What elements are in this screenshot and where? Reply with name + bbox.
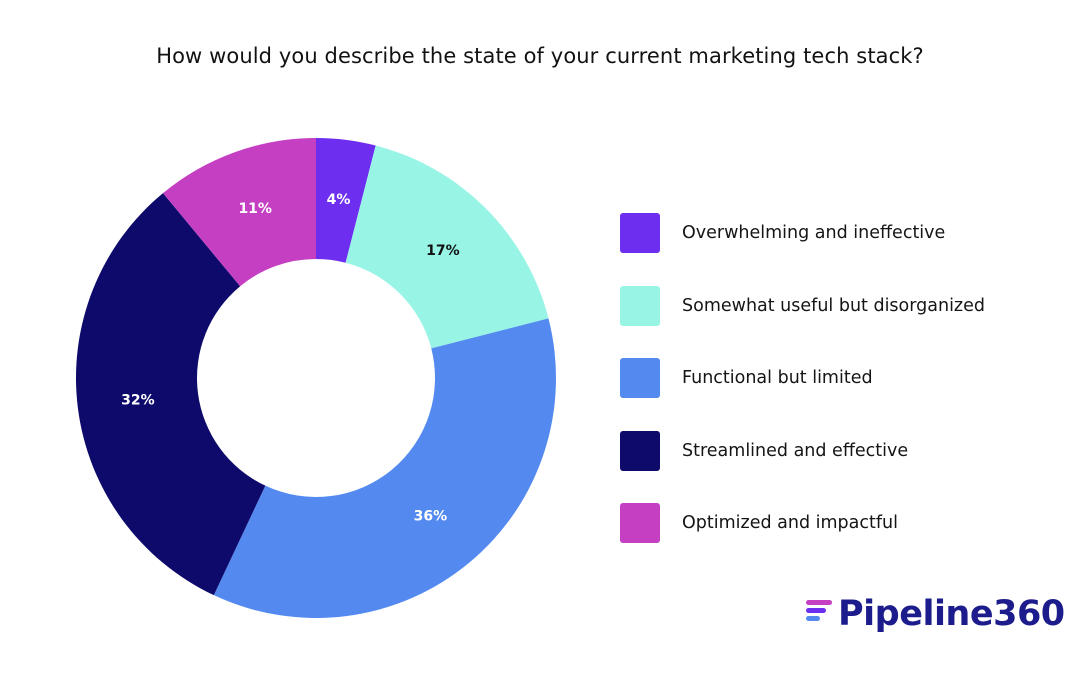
logo-stripe-3 bbox=[806, 616, 820, 621]
legend-item-5: Optimized and impactful bbox=[620, 503, 1060, 543]
legend-label-5: Optimized and impactful bbox=[682, 513, 898, 533]
donut-slice-5 bbox=[163, 138, 316, 287]
slice-label-4: 32% bbox=[121, 392, 155, 408]
chart-title: How would you describe the state of your… bbox=[156, 44, 924, 68]
slice-label-1: 4% bbox=[327, 192, 351, 208]
slice-label-5: 11% bbox=[238, 201, 272, 217]
legend-item-4: Streamlined and effective bbox=[620, 430, 1060, 471]
legend-swatch-4 bbox=[620, 430, 660, 471]
pipeline360-logo-mark-icon bbox=[806, 596, 836, 632]
logo-stripe-1 bbox=[806, 600, 832, 605]
legend-item-1: Overwhelming and ineffective bbox=[620, 213, 1060, 253]
legend-item-3: Functional but limited bbox=[620, 358, 1060, 398]
legend-label-2: Somewhat useful but disorganized bbox=[682, 295, 985, 316]
donut-slice-4 bbox=[76, 193, 266, 596]
legend-item-2: Somewhat useful but disorganized bbox=[620, 285, 1060, 326]
logo-stripe-2 bbox=[806, 608, 826, 613]
legend-label-1: Overwhelming and ineffective bbox=[682, 223, 946, 243]
slice-label-3: 36% bbox=[414, 508, 448, 524]
legend-swatch-1 bbox=[620, 213, 660, 253]
donut-slice-1 bbox=[316, 138, 376, 263]
slice-label-2: 17% bbox=[426, 243, 460, 259]
pipeline360-logo: Pipeline360 bbox=[806, 588, 1066, 640]
logo-text: Pipeline360 bbox=[838, 593, 1065, 634]
donut-slice-2 bbox=[345, 145, 549, 349]
donut-slices bbox=[76, 138, 556, 618]
donut-slice-3 bbox=[213, 318, 556, 618]
legend-swatch-3 bbox=[620, 358, 660, 398]
legend-swatch-5 bbox=[620, 503, 660, 543]
legend-label-4: Streamlined and effective bbox=[682, 440, 909, 461]
legend-label-3: Functional but limited bbox=[682, 368, 873, 388]
legend-swatch-2 bbox=[620, 285, 660, 326]
donut-labels: 4% 17% 36% 32% 11% bbox=[121, 192, 460, 524]
